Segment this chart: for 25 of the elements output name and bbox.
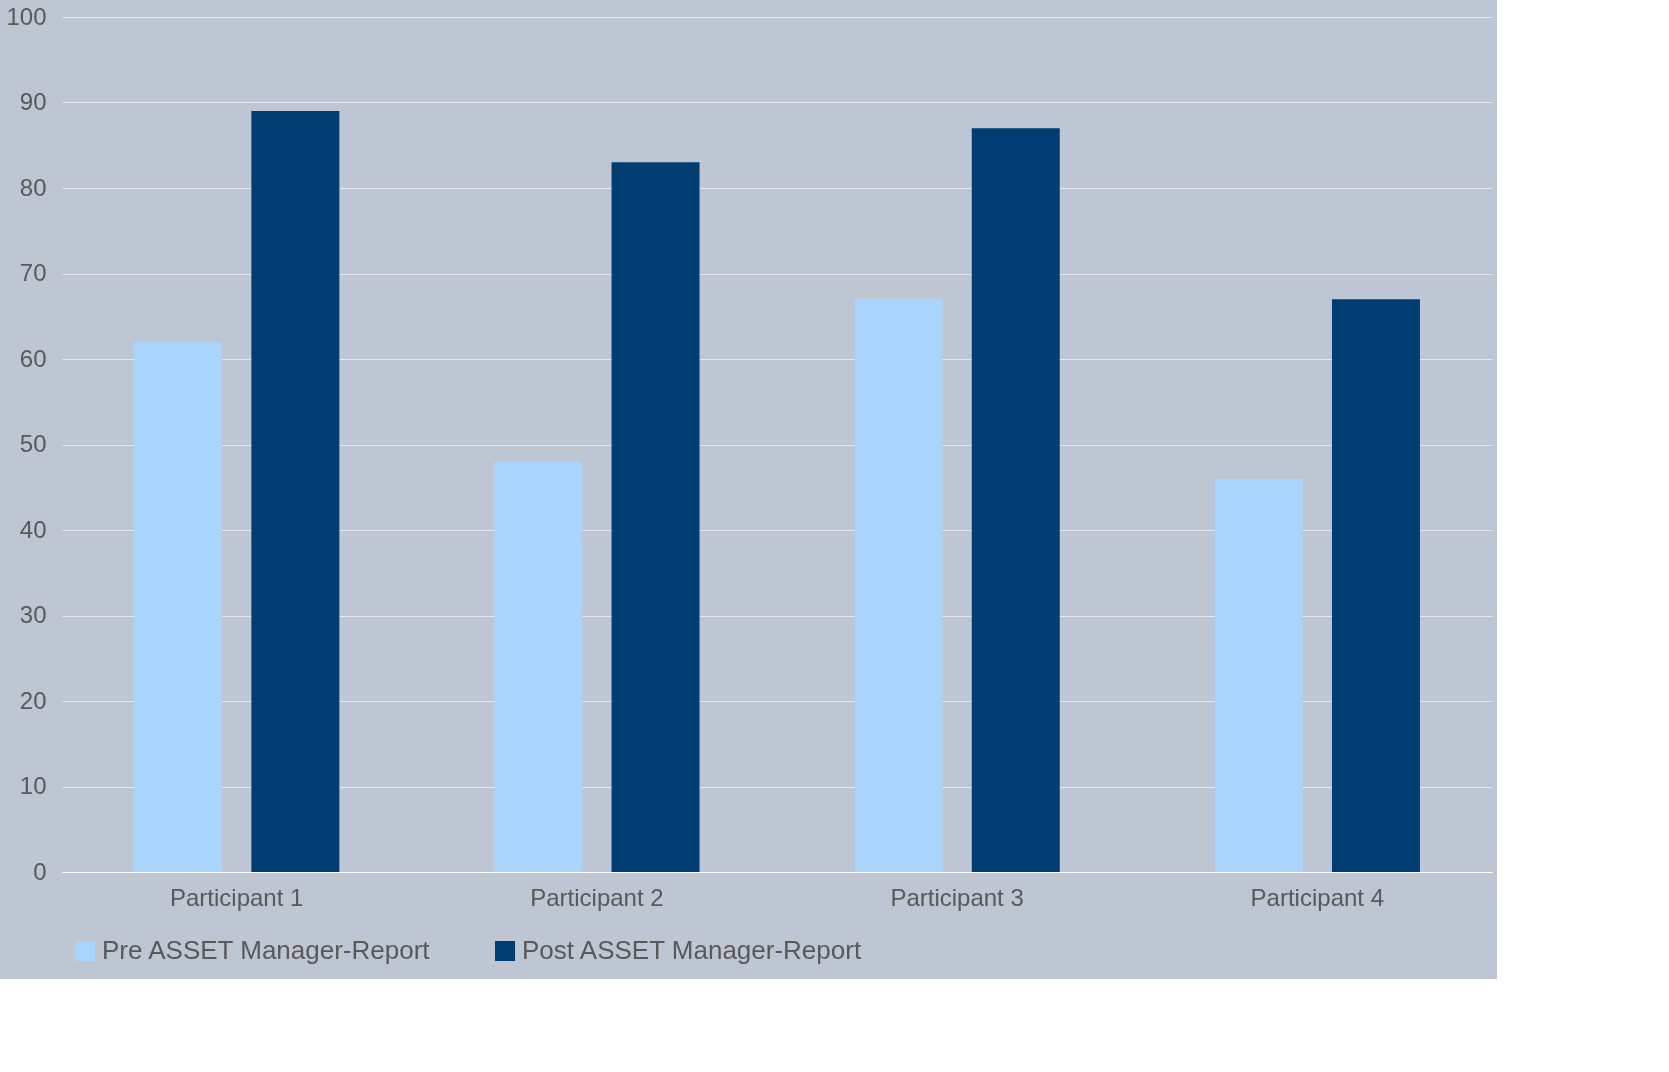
y-tick-label: 10	[19, 772, 47, 799]
y-tick-label: 40	[19, 515, 47, 543]
y-tick-label: 60	[19, 344, 47, 372]
y-tick-label: 70	[19, 259, 47, 286]
bar	[854, 299, 943, 872]
x-tick-label: Participant 3	[890, 883, 1024, 911]
y-tick-label: 80	[19, 173, 47, 201]
bar	[251, 111, 340, 872]
bar	[1214, 478, 1303, 872]
y-tick-label: 90	[19, 88, 47, 115]
x-tick-label: Participant 2	[530, 883, 664, 911]
y-tick-label: 50	[19, 430, 47, 457]
bar	[494, 461, 583, 872]
y-tick-label: 0	[33, 857, 47, 885]
bar	[611, 162, 700, 872]
legend-label: Post ASSET Manager-Report	[522, 935, 862, 965]
legend-label: Pre ASSET Manager-Report	[102, 935, 431, 965]
x-tick-label: Participant 4	[1250, 883, 1385, 911]
y-tick-label: 20	[19, 686, 47, 714]
bar	[134, 341, 223, 872]
y-tick-label: 100	[6, 2, 47, 30]
y-tick-label: 30	[19, 601, 47, 628]
bar	[1331, 299, 1420, 872]
x-tick-label: Participant 1	[169, 883, 304, 911]
bar	[971, 128, 1060, 872]
